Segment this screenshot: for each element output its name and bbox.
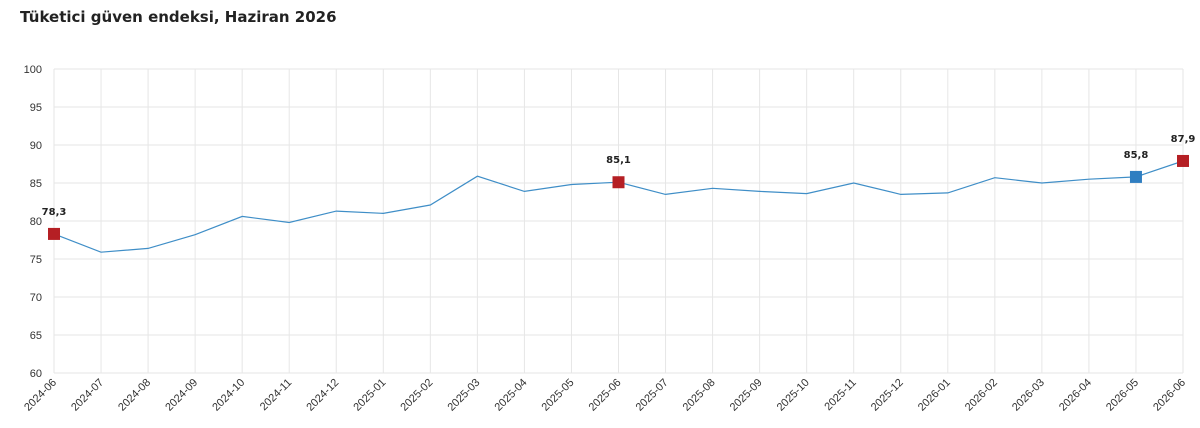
highlight-marker	[1177, 154, 1189, 167]
y-tick-label: 60	[30, 368, 42, 380]
y-axis-ticks: 60 65 70 75 80 85 90 95 100	[24, 64, 42, 380]
x-tick-label: 2024-07	[69, 377, 106, 414]
gridlines	[53, 68, 1184, 374]
x-tick-label: 2025-05	[540, 377, 577, 414]
x-tick-label: 2025-09	[728, 377, 765, 414]
data-label: 87,9	[1171, 134, 1196, 145]
x-axis-ticks: 2024-06 2024-07 2024-08 2024-09 2024-10 2024-…	[22, 377, 1188, 414]
data-labels: 78,3 85,1 85,8 87,9	[42, 134, 1196, 218]
x-tick-label: 2025-08	[681, 377, 718, 414]
x-tick-label: 2026-05	[1104, 377, 1141, 414]
y-tick-label: 90	[30, 140, 42, 152]
y-tick-label: 75	[30, 254, 42, 266]
x-tick-label: 2026-02	[963, 377, 1000, 414]
x-tick-label: 2025-01	[351, 377, 388, 414]
highlight-marker	[1129, 170, 1142, 183]
x-tick-label: 2025-03	[445, 377, 482, 414]
y-tick-label: 85	[30, 178, 42, 190]
x-tick-label: 2025-07	[634, 377, 671, 414]
x-tick-label: 2025-06	[587, 377, 624, 414]
x-tick-label: 2024-11	[258, 377, 294, 413]
highlight-marker	[612, 176, 625, 189]
data-label: 85,1	[606, 155, 631, 166]
y-tick-label: 100	[24, 64, 42, 76]
x-tick-label: 2024-09	[163, 377, 200, 414]
x-tick-label: 2024-10	[210, 377, 247, 414]
y-tick-label: 70	[30, 292, 42, 304]
x-tick-label: 2024-06	[22, 377, 59, 414]
highlight-markers	[48, 154, 1189, 240]
x-tick-label: 2025-04	[493, 377, 530, 414]
x-tick-label: 2026-06	[1151, 377, 1188, 414]
y-tick-label: 80	[30, 216, 42, 228]
x-tick-label: 2025-10	[775, 377, 812, 414]
x-tick-label: 2025-02	[398, 377, 435, 414]
x-tick-label: 2024-12	[304, 377, 341, 414]
chart-title: Tüketici güven endeksi, Haziran 2026	[20, 8, 337, 26]
y-tick-label: 65	[30, 330, 42, 342]
y-tick-label: 95	[30, 102, 42, 114]
data-label: 85,8	[1124, 150, 1149, 161]
x-tick-label: 2024-08	[116, 377, 153, 414]
x-tick-label: 2026-04	[1057, 377, 1094, 414]
x-tick-label: 2026-03	[1010, 377, 1047, 414]
highlight-marker	[48, 227, 60, 240]
x-tick-label: 2025-11	[822, 377, 858, 413]
x-tick-label: 2026-01	[916, 377, 953, 414]
x-tick-label: 2025-12	[869, 377, 906, 414]
data-label: 78,3	[42, 207, 67, 218]
